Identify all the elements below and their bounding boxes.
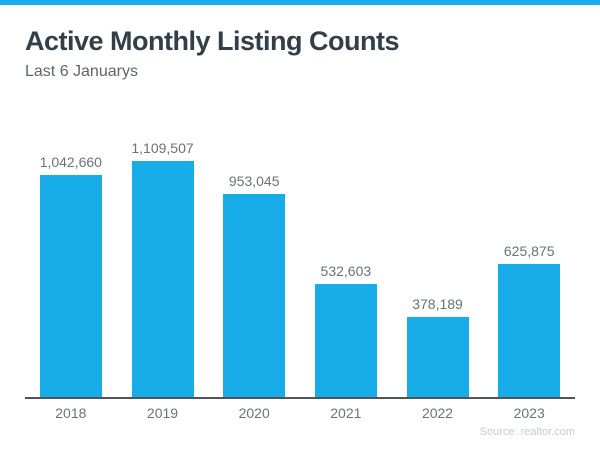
x-axis-label-2023: 2023 <box>513 405 545 421</box>
x-axis-label-2019: 2019 <box>146 405 179 421</box>
bar-2020 <box>223 194 286 397</box>
x-axis-label-2018: 2018 <box>55 405 87 421</box>
x-axis-label-2021: 2021 <box>330 405 362 421</box>
bar-group-2022: 378,189 <box>392 130 484 397</box>
x-axis-labels: 2018 2019 2020 2021 2022 2023 <box>25 405 575 421</box>
x-axis-label-2022: 2022 <box>421 405 454 421</box>
x-axis-label-2020: 2020 <box>238 405 270 421</box>
bar-group-2019: 1,109,507 <box>117 130 209 397</box>
bar-2019 <box>131 161 194 397</box>
x-axis-line <box>25 397 575 399</box>
bar-group-2018: 1,042,660 <box>25 130 117 397</box>
bar-value-label: 1,109,507 <box>131 140 194 156</box>
bar-2023 <box>498 264 561 397</box>
bar-group-2023: 625,875 <box>483 130 575 397</box>
source-credit: Source: realtor.com <box>479 426 575 438</box>
chart-title: Active Monthly Listing Counts <box>25 26 400 56</box>
bar-value-label: 1,042,660 <box>39 154 102 170</box>
bar-value-label: 532,603 <box>320 263 372 279</box>
bar-2018 <box>39 175 102 397</box>
bar-2022 <box>406 317 469 397</box>
bar-group-2020: 953,045 <box>208 130 300 397</box>
bars-area: 1,042,660 1,109,507 953,045 532,603 378,189 6… <box>25 130 575 397</box>
chart-subtitle: Last 6 Januarys <box>25 63 138 80</box>
bar-value-label: 625,875 <box>503 243 555 259</box>
bar-group-2021: 532,603 <box>300 130 392 397</box>
bar-value-label: 378,189 <box>412 296 463 312</box>
bar-value-label: 953,045 <box>228 173 280 189</box>
bar-2021 <box>314 284 377 397</box>
bar-chart: 1,042,660 1,109,507 953,045 532,603 378,189 6… <box>25 130 575 450</box>
top-accent-stripe <box>0 0 600 5</box>
